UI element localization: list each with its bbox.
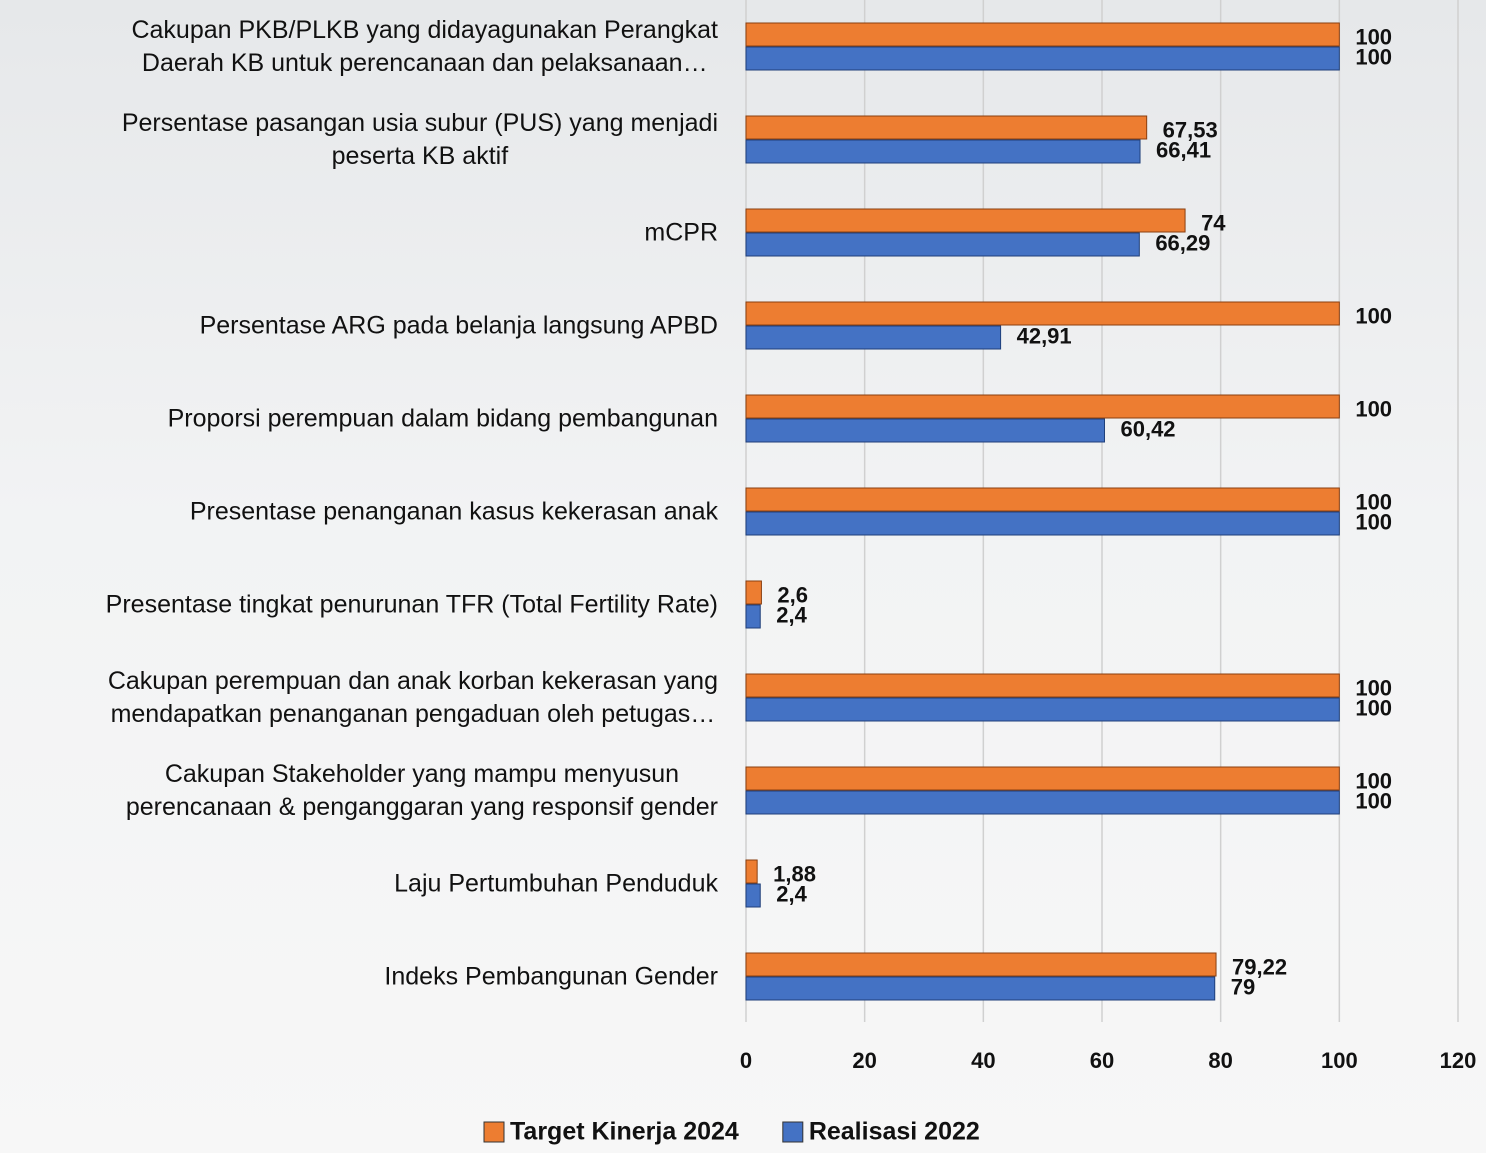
- bar: [746, 23, 1339, 46]
- value-label: 66,29: [1155, 230, 1210, 255]
- category-label: Proporsi perempuan dalam bidang pembangu…: [168, 403, 718, 436]
- x-tick-label: 100: [1321, 1048, 1358, 1073]
- bar: [746, 419, 1104, 442]
- bar: [746, 47, 1339, 70]
- category-label: mCPR: [644, 217, 718, 250]
- bar: [746, 512, 1339, 535]
- bar: [746, 302, 1339, 325]
- bar: [746, 326, 1001, 349]
- bar: [746, 791, 1339, 814]
- value-label: 100: [1355, 303, 1392, 328]
- x-tick-label: 60: [1090, 1048, 1114, 1073]
- bar: [746, 209, 1185, 232]
- category-label: Presentase tingkat penurunan TFR (Total …: [106, 589, 718, 622]
- legend-label: Target Kinerja 2024: [510, 1118, 739, 1146]
- bar: [746, 140, 1140, 163]
- x-tick-label: 40: [971, 1048, 995, 1073]
- value-label: 100: [1355, 695, 1392, 720]
- value-label: 66,41: [1156, 137, 1211, 162]
- category-label: Persentase ARG pada belanja langsung APB…: [200, 310, 718, 343]
- value-label: 100: [1355, 44, 1392, 69]
- legend-swatch: [783, 1122, 803, 1142]
- x-tick-label: 80: [1208, 1048, 1232, 1073]
- category-label: Cakupan perempuan dan anak korban kekera…: [108, 665, 718, 731]
- bar: [746, 233, 1139, 256]
- bar: [746, 488, 1339, 511]
- legend-label: Realisasi 2022: [809, 1118, 980, 1146]
- category-label: Presentase penanganan kasus kekerasan an…: [190, 496, 718, 529]
- value-label: 100: [1355, 509, 1392, 534]
- legend-swatch: [484, 1122, 504, 1142]
- bar: [746, 698, 1339, 721]
- category-label: Cakupan Stakeholder yang mampu menyusun …: [126, 758, 718, 824]
- bar: [746, 674, 1339, 697]
- value-label: 42,91: [1017, 323, 1072, 348]
- category-label: Persentase pasangan usia subur (PUS) yan…: [122, 107, 718, 173]
- value-label: 2,4: [776, 881, 807, 906]
- category-label: Indeks Pembangunan Gender: [384, 961, 718, 994]
- value-label: 100: [1355, 788, 1392, 813]
- category-label: Cakupan PKB/PLKB yang didayagunakan Pera…: [131, 14, 718, 80]
- bar: [746, 860, 757, 883]
- category-label: Laju Pertumbuhan Penduduk: [394, 868, 718, 901]
- bar: [746, 581, 761, 604]
- bar: [746, 953, 1216, 976]
- bar: [746, 767, 1339, 790]
- value-label: 100: [1355, 396, 1392, 421]
- bar: [746, 395, 1339, 418]
- bar: [746, 977, 1215, 1000]
- page: 02040608010012010010067,5366,417466,2910…: [0, 0, 1486, 1153]
- x-tick-label: 20: [852, 1048, 876, 1073]
- value-label: 79: [1231, 974, 1255, 999]
- bar: [746, 116, 1147, 139]
- x-tick-label: 0: [740, 1048, 752, 1073]
- value-label: 2,4: [776, 602, 807, 627]
- x-tick-label: 120: [1440, 1048, 1477, 1073]
- bar: [746, 605, 760, 628]
- value-label: 60,42: [1120, 416, 1175, 441]
- bar: [746, 884, 760, 907]
